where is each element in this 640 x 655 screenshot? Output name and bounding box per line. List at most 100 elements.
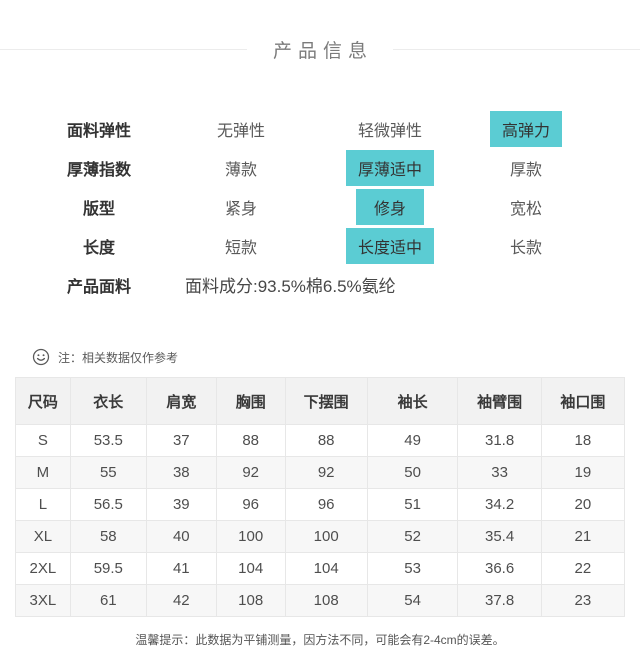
size-table-row: M 55 38 92 92 50 33 19	[15, 456, 626, 489]
attribute-option-selected: 长度适中	[345, 227, 434, 264]
measurement-cell: 53.5	[69, 424, 147, 457]
attribute-label: 版型	[82, 200, 115, 218]
size-table-header-cell: 袖长	[366, 377, 459, 425]
measurement-cell: 108	[284, 584, 368, 617]
size-table-body: S 53.5 37 88 88 49 31.8 18 M 55 38 92 92 50 33 19 L 56.5 3…	[15, 424, 626, 617]
measurement-cell: 35.4	[457, 520, 542, 553]
size-table-header-cell: 下摆围	[284, 377, 368, 425]
measurement-cell: 18	[540, 424, 626, 457]
measurement-cell: 38	[145, 456, 217, 489]
attribute-option: 长款	[509, 239, 542, 257]
measurement-cell: 36.6	[457, 552, 542, 585]
size-table-header-cell: 衣长	[69, 377, 147, 425]
measurement-cell: 51	[366, 488, 459, 521]
smiley-icon	[32, 348, 50, 366]
measurement-cell: 19	[540, 456, 626, 489]
size-table-header-cell: 袖臂围	[457, 377, 542, 425]
attribute-row: 长度 短款 长度适中 长款	[0, 226, 640, 265]
measurement-cell: 88	[215, 424, 286, 457]
title-divider-left	[0, 49, 247, 50]
size-table-header-cell: 胸围	[215, 377, 286, 425]
attribute-option: 薄款	[224, 161, 257, 179]
measurement-cell: 54	[366, 584, 459, 617]
size-table-row: XL 58 40 100 100 52 35.4 21	[15, 520, 626, 553]
attribute-cell: 长度适中	[314, 227, 466, 264]
measurement-cell: 88	[284, 424, 368, 457]
measurement-cell: 49	[366, 424, 459, 457]
attribute-label: 厚薄指数	[66, 161, 131, 179]
attribute-row: 厚薄指数 薄款 厚薄适中 厚款	[0, 148, 640, 187]
attribute-row: 版型 紧身 修身 宽松	[0, 187, 640, 226]
attribute-cell: 轻微弹性	[314, 111, 466, 147]
size-cell: S	[15, 424, 71, 457]
measurement-cell: 56.5	[69, 488, 147, 521]
measurement-cell: 40	[145, 520, 217, 553]
measurement-cell: 104	[215, 552, 286, 585]
size-table-row: 3XL 61 42 108 108 54 37.8 23	[15, 584, 626, 617]
attribute-label: 长度	[82, 239, 115, 257]
attribute-cell: 宽松	[466, 189, 586, 225]
attribute-option-selected: 厚薄适中	[345, 149, 434, 186]
size-table-row: S 53.5 37 88 88 49 31.8 18	[15, 424, 626, 457]
attribute-option-selected: 高弹力	[489, 110, 562, 147]
measurement-cell: 58	[69, 520, 147, 553]
size-table-head: 尺码 衣长 肩宽 胸围 下摆围 袖长 袖臂围 袖口围	[15, 377, 626, 425]
measurement-cell: 100	[284, 520, 368, 553]
measurement-cell: 55	[69, 456, 147, 489]
fabric-value: 面料成分:93.5%棉6.5%氨纶	[185, 277, 396, 296]
size-table-header-cell: 尺码	[15, 377, 71, 425]
size-table-header-cell: 肩宽	[145, 377, 217, 425]
measurement-cell: 100	[215, 520, 286, 553]
measurement-cell: 37	[145, 424, 217, 457]
measurement-cell: 59.5	[69, 552, 147, 585]
attribute-cell: 厚薄适中	[314, 149, 466, 186]
measurement-cell: 37.8	[457, 584, 542, 617]
size-table-row: 2XL 59.5 41 104 104 53 36.6 22	[15, 552, 626, 585]
size-cell: 2XL	[15, 552, 71, 585]
measurement-cell: 22	[540, 552, 626, 585]
attribute-cell: 高弹力	[466, 110, 586, 147]
attribute-cell: 短款	[168, 228, 314, 264]
fabric-row: 产品面料 面料成分:93.5%棉6.5%氨纶	[0, 265, 640, 304]
size-cell: L	[15, 488, 71, 521]
size-table: 尺码 衣长 肩宽 胸围 下摆围 袖长 袖臂围 袖口围 S 53.5 37 88 88 49 31.8 18 M…	[15, 377, 626, 617]
attribute-option: 紧身	[224, 200, 257, 218]
measurement-cell: 52	[366, 520, 459, 553]
measurement-cell: 23	[540, 584, 626, 617]
size-cell: M	[15, 456, 71, 489]
size-cell: XL	[15, 520, 71, 553]
attribute-cell: 厚款	[466, 150, 586, 186]
measurement-cell: 50	[366, 456, 459, 489]
measurement-cell: 61	[69, 584, 147, 617]
attribute-option-selected: 修身	[356, 188, 424, 225]
attribute-cell: 修身	[314, 188, 466, 225]
fabric-label: 产品面料	[66, 278, 131, 296]
measurement-cell: 104	[284, 552, 368, 585]
attribute-cell: 紧身	[168, 189, 314, 225]
measurement-cell: 20	[540, 488, 626, 521]
measurement-cell: 92	[284, 456, 368, 489]
size-table-row: L 56.5 39 96 96 51 34.2 20	[15, 488, 626, 521]
section-title-row: 产品信息	[0, 0, 640, 63]
size-cell: 3XL	[15, 584, 71, 617]
measurement-cell: 96	[284, 488, 368, 521]
attribute-label: 面料弹性	[66, 122, 131, 140]
attribute-cell: 薄款	[168, 150, 314, 186]
measurement-cell: 33	[457, 456, 542, 489]
measurement-cell: 39	[145, 488, 217, 521]
measurement-cell: 21	[540, 520, 626, 553]
attribute-row: 面料弹性 无弹性 轻微弹性 高弹力	[0, 109, 640, 148]
measurement-cell: 41	[145, 552, 217, 585]
reference-note: 注：相关数据仅作参考	[32, 348, 640, 366]
note-text: 注：相关数据仅作参考	[58, 350, 179, 365]
measurement-cell: 108	[215, 584, 286, 617]
attribute-cell: 无弹性	[168, 111, 314, 147]
title-divider-right	[393, 49, 640, 50]
measurement-cell: 42	[145, 584, 217, 617]
attribute-option: 轻微弹性	[357, 122, 422, 140]
measurement-cell: 53	[366, 552, 459, 585]
measurement-cell: 96	[215, 488, 286, 521]
attribute-cell: 长款	[466, 228, 586, 264]
attribute-option: 厚款	[509, 161, 542, 179]
